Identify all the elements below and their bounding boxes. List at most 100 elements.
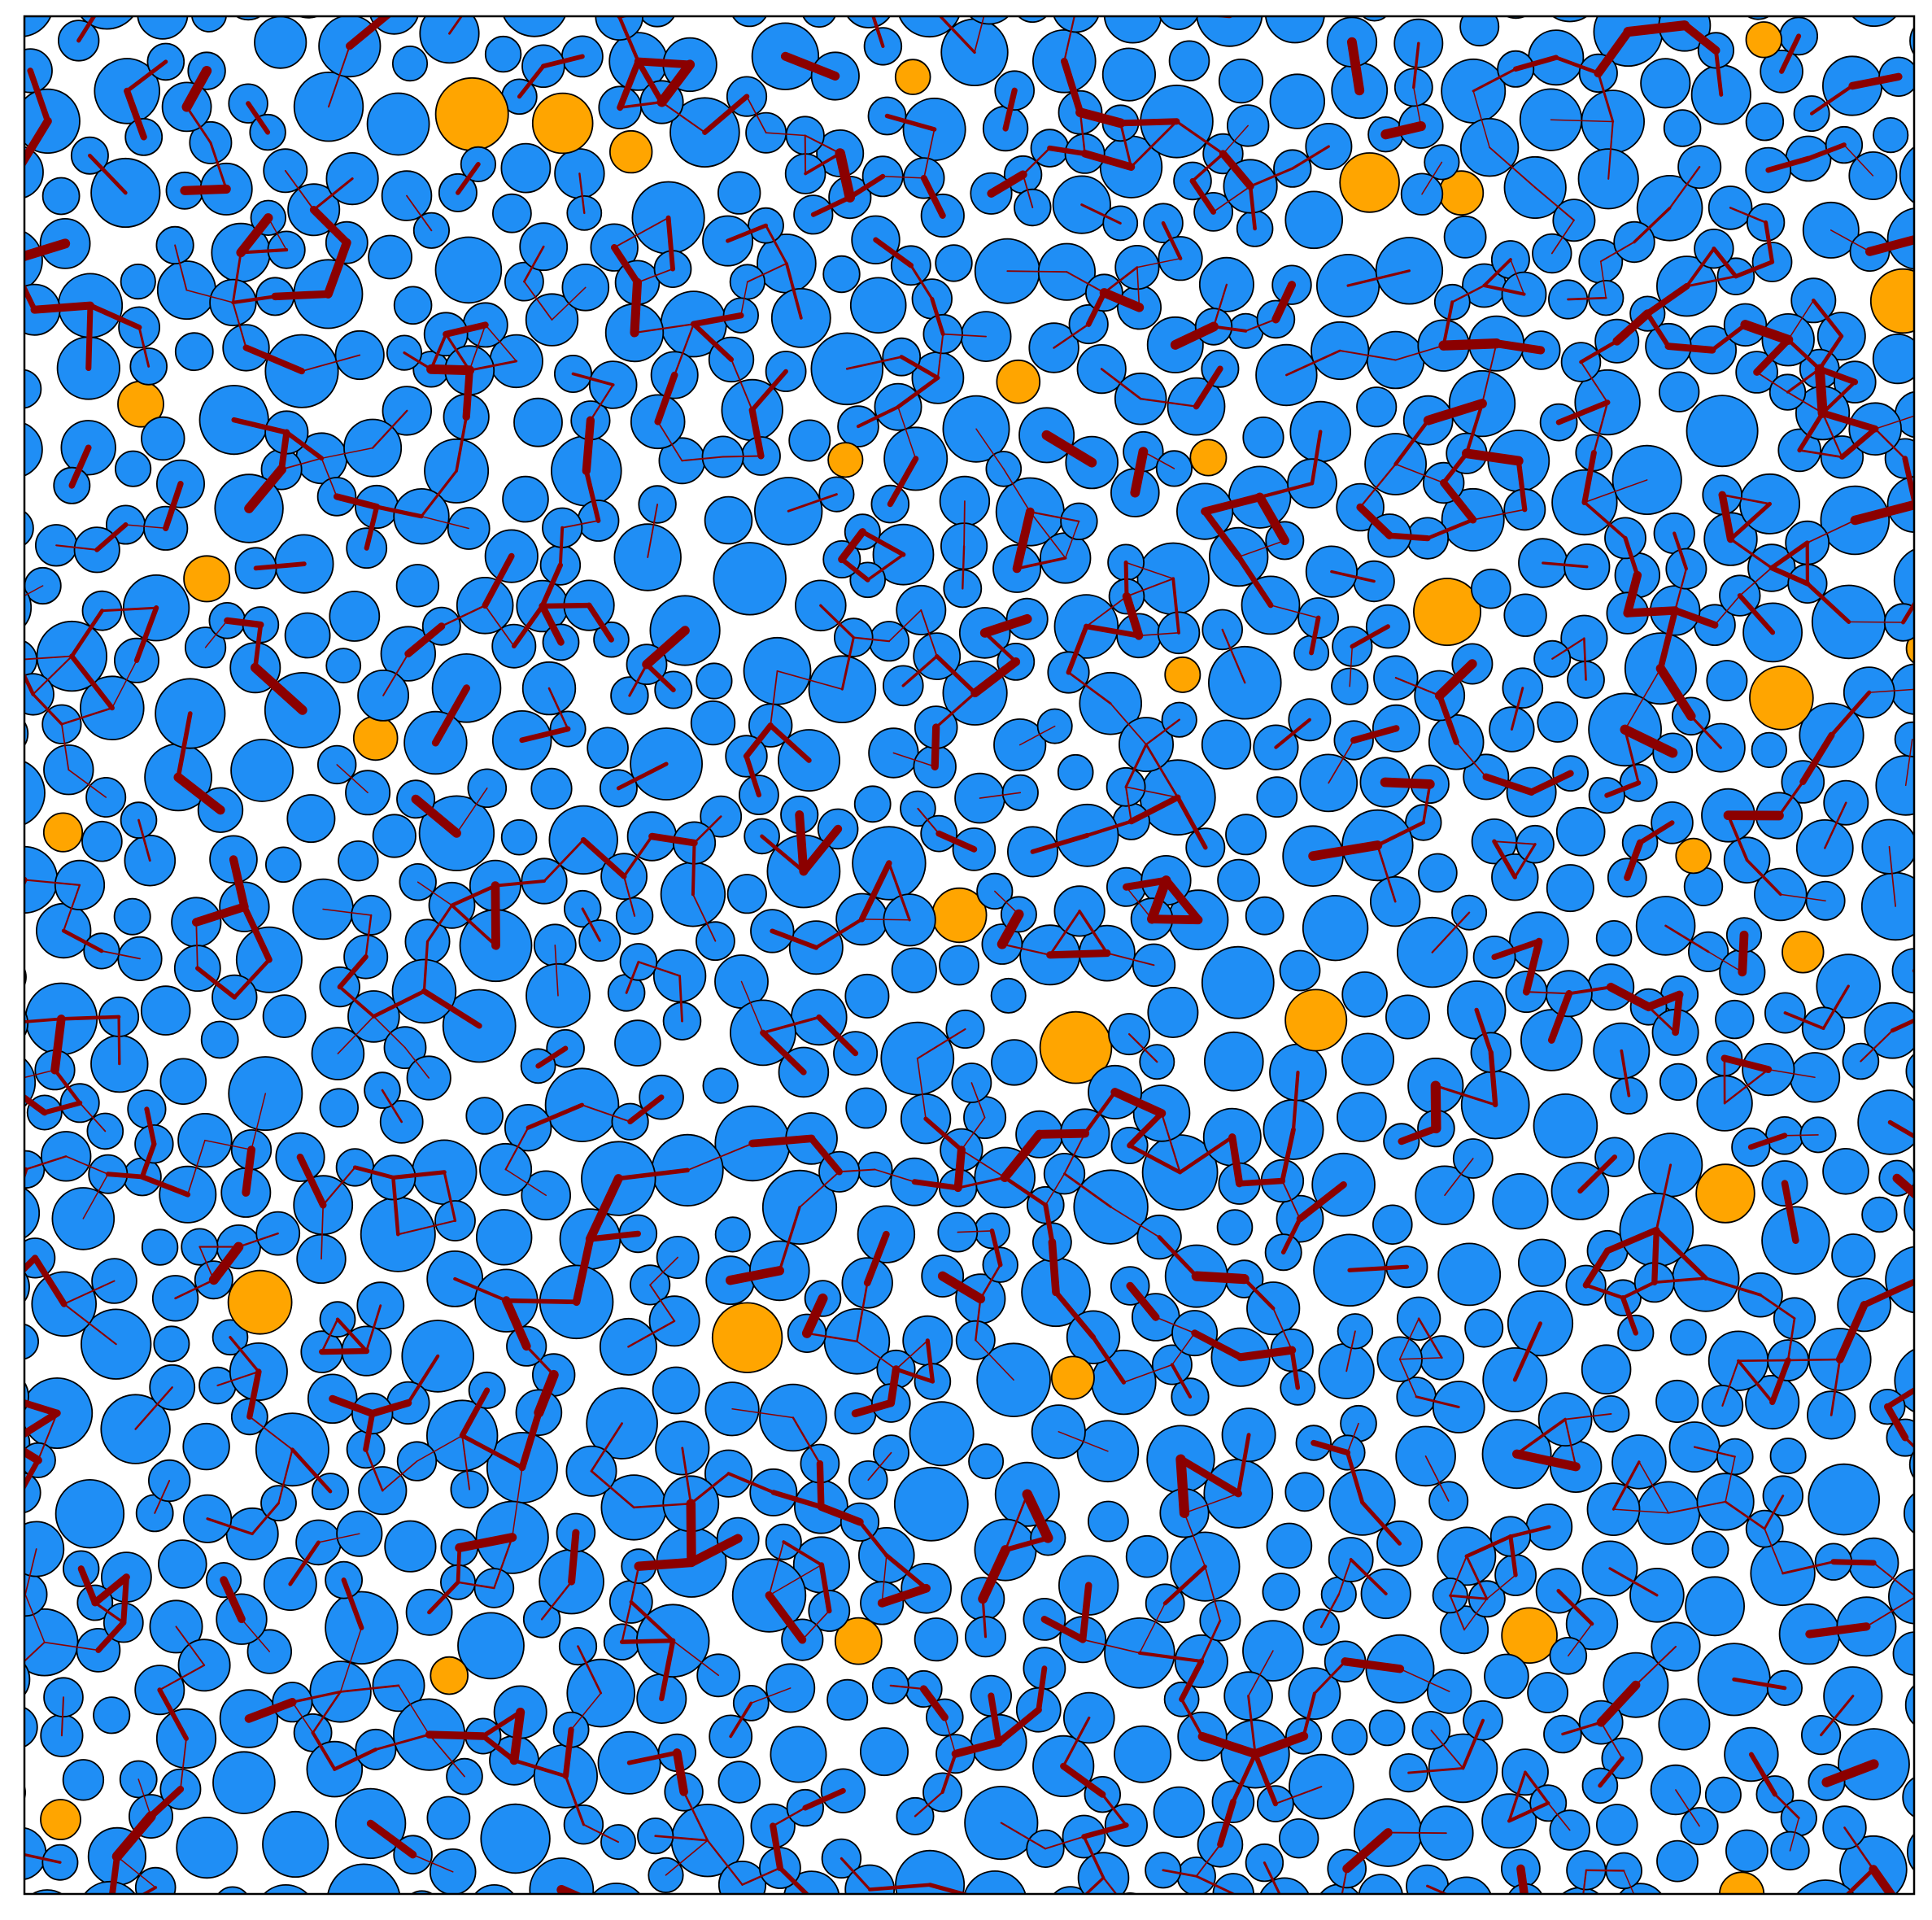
force-chain xyxy=(625,960,640,994)
force-chain xyxy=(730,358,753,411)
force-chain xyxy=(1721,1359,1740,1407)
rattler-particle xyxy=(1695,1163,1755,1224)
force-chain xyxy=(390,1170,447,1180)
force-chain xyxy=(1604,780,1642,798)
force-chain xyxy=(1465,1555,1489,1600)
force-chain xyxy=(185,105,212,144)
force-chain xyxy=(1755,371,1789,394)
force-chain xyxy=(1195,1874,1235,1894)
force-chain xyxy=(746,262,787,283)
force-chain xyxy=(629,1599,675,1643)
force-chain xyxy=(1798,449,1843,459)
force-chain xyxy=(1653,1276,1707,1285)
particle xyxy=(1361,16,1388,22)
force-chain xyxy=(551,286,587,321)
particle xyxy=(895,1849,966,1894)
force-chain xyxy=(1387,1831,1447,1835)
force-chain xyxy=(1720,1054,1773,1073)
force-chain xyxy=(328,45,351,108)
force-chain xyxy=(1125,561,1174,580)
particle xyxy=(639,16,675,28)
force-chain xyxy=(585,1174,623,1244)
force-chain xyxy=(623,875,636,917)
particle xyxy=(24,1187,41,1239)
force-chain xyxy=(1737,1359,1790,1363)
force-chain xyxy=(1046,949,1111,959)
force-chain xyxy=(1713,48,1724,97)
force-chain xyxy=(725,1266,785,1285)
force-chain xyxy=(187,1139,206,1196)
force-chain xyxy=(1513,843,1537,879)
force-chain xyxy=(493,879,546,888)
force-chain xyxy=(1737,593,1776,635)
force-chain xyxy=(209,141,228,190)
force-chain xyxy=(1122,591,1144,640)
force-chain xyxy=(838,1168,876,1173)
particle xyxy=(717,171,761,215)
force-chain xyxy=(426,364,475,376)
force-chain xyxy=(1386,532,1431,542)
particle xyxy=(1264,16,1325,44)
particle xyxy=(1706,660,1748,702)
particle xyxy=(1899,146,1914,204)
force-chain xyxy=(469,324,486,372)
force-chain xyxy=(1048,1238,1060,1297)
force-chain xyxy=(24,1399,61,1417)
force-chain xyxy=(24,1548,37,1595)
force-chain xyxy=(1596,1680,1641,1727)
force-chain xyxy=(450,884,498,908)
force-chain xyxy=(785,261,803,320)
force-chain xyxy=(1797,410,1825,453)
force-chain xyxy=(816,1460,825,1511)
particle xyxy=(1471,568,1511,609)
force-chain xyxy=(117,1015,121,1066)
force-chain xyxy=(1347,1264,1410,1272)
force-chain xyxy=(622,835,654,878)
force-chain xyxy=(770,1490,824,1510)
force-chain xyxy=(101,950,141,960)
particle xyxy=(263,1884,309,1894)
rattler-particle xyxy=(1905,633,1914,664)
force-chain xyxy=(420,469,458,518)
force-chain xyxy=(1289,1347,1301,1390)
particle xyxy=(826,1678,869,1721)
particle xyxy=(1278,1817,1319,1859)
force-chain xyxy=(1482,258,1512,287)
force-chain xyxy=(619,1639,675,1644)
force-chain xyxy=(55,544,98,551)
force-chain xyxy=(24,116,52,168)
force-chain xyxy=(656,421,683,462)
force-chain xyxy=(1417,1317,1443,1359)
force-chain xyxy=(897,406,917,460)
force-chain xyxy=(133,605,159,663)
particle xyxy=(1168,40,1210,82)
force-chain xyxy=(1821,1759,1879,1787)
force-chain xyxy=(1638,1461,1669,1514)
force-chain xyxy=(60,706,114,726)
force-chain xyxy=(726,1472,775,1495)
force-chain xyxy=(345,16,392,50)
particle xyxy=(1537,701,1578,743)
force-chain xyxy=(884,1553,929,1591)
force-chain xyxy=(1082,1835,1106,1879)
force-chain xyxy=(1723,1068,1770,1105)
force-chain xyxy=(144,1106,157,1147)
force-chain xyxy=(835,148,856,203)
force-chain xyxy=(988,1692,1002,1746)
force-chain xyxy=(91,1573,130,1607)
force-chain xyxy=(1598,1756,1625,1788)
force-chain xyxy=(1773,1793,1800,1820)
force-chain xyxy=(1729,537,1773,569)
particle xyxy=(159,1058,207,1106)
force-chain xyxy=(1061,58,1084,116)
force-chain xyxy=(1821,380,1857,415)
force-chain xyxy=(1835,1301,1869,1364)
force-chain xyxy=(124,59,168,94)
particle xyxy=(24,231,43,290)
force-chain xyxy=(1022,146,1051,176)
force-chain xyxy=(179,1737,187,1791)
force-chain xyxy=(1212,283,1228,328)
force-chain xyxy=(1083,1090,1117,1136)
force-chain xyxy=(231,251,242,304)
particle xyxy=(1715,999,1755,1040)
